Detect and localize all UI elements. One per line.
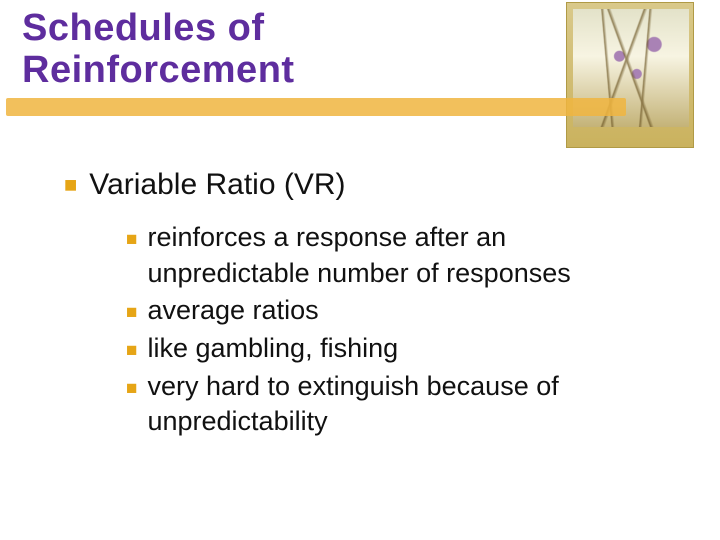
list-item: ■ like gambling, fishing [126, 331, 670, 367]
square-bullet-icon: ■ [126, 376, 137, 401]
square-bullet-icon: ■ [126, 338, 137, 363]
list-item-text: reinforces a response after an unpredict… [147, 220, 670, 291]
list-item: ■ very hard to extinguish because of unp… [126, 369, 670, 440]
underline-brush [6, 98, 626, 116]
heading-level1: ■ Variable Ratio (VR) [64, 168, 680, 202]
bullet-list: ■ reinforces a response after an unpredi… [126, 220, 670, 440]
square-bullet-icon: ■ [126, 227, 137, 252]
list-item-text: average ratios [147, 293, 670, 329]
title-line-2: Reinforcement [22, 50, 295, 92]
square-bullet-icon: ■ [64, 172, 77, 198]
list-item: ■ reinforces a response after an unpredi… [126, 220, 670, 291]
heading-text: Variable Ratio (VR) [89, 168, 345, 202]
corner-image [566, 2, 694, 148]
square-bullet-icon: ■ [126, 300, 137, 325]
title-line-1: Schedules of [22, 8, 295, 50]
list-item-text: very hard to extinguish because of unpre… [147, 369, 670, 440]
list-item-text: like gambling, fishing [147, 331, 670, 367]
slide-title: Schedules of Reinforcement [22, 8, 295, 92]
content-block: ■ Variable Ratio (VR) ■ reinforces a res… [64, 168, 680, 442]
list-item: ■ average ratios [126, 293, 670, 329]
